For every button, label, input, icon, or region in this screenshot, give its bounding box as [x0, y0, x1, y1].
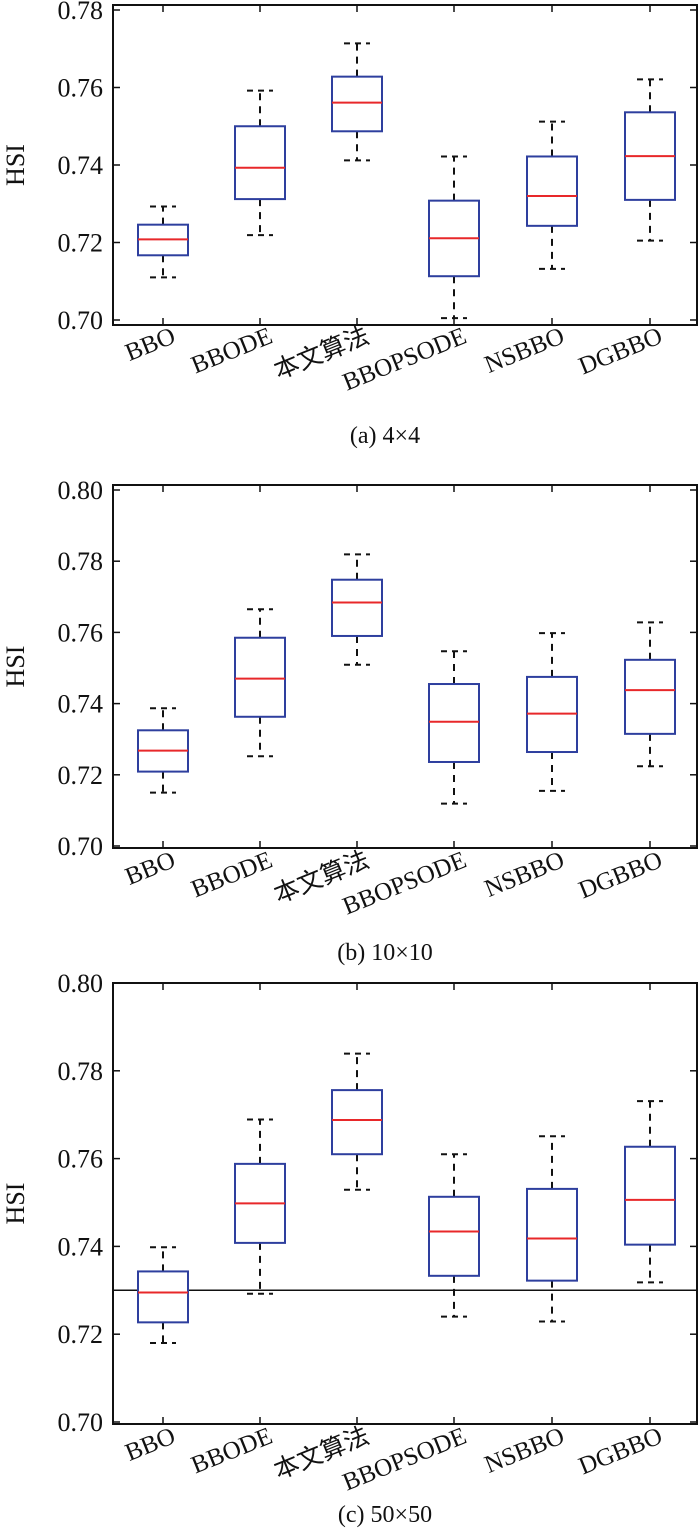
- plot-frame: [112, 484, 698, 849]
- box-2: [331, 42, 383, 162]
- box-5: [624, 621, 676, 768]
- box-0: [137, 205, 189, 279]
- panel-caption: (c) 50×50: [338, 1502, 432, 1528]
- box-iqr: [526, 155, 578, 227]
- box-0: [137, 707, 189, 794]
- y-tick-label: 0.78: [58, 0, 104, 25]
- box-iqr: [624, 658, 676, 735]
- box-4: [526, 632, 578, 792]
- y-tick-label: 0.78: [58, 1057, 104, 1086]
- y-tick-label: 0.72: [58, 761, 104, 790]
- box-iqr: [234, 125, 286, 201]
- box-4: [526, 1135, 578, 1323]
- y-tick-label: 0.80: [58, 476, 104, 505]
- box-3: [428, 1153, 480, 1318]
- plot-frame: [112, 982, 698, 1425]
- panel-caption: (a) 4×4: [350, 423, 420, 449]
- x-tick-label: BBO: [121, 847, 179, 891]
- y-tick-label: 0.74: [58, 690, 104, 719]
- box-iqr: [428, 1195, 480, 1277]
- x-tick-label: DGBBO: [575, 847, 666, 905]
- box-2: [331, 553, 383, 666]
- plot-frame: [112, 4, 698, 326]
- y-tick-label: 0.72: [58, 1320, 104, 1349]
- x-tick-label: BBODE: [188, 847, 277, 904]
- y-tick-label: 0.70: [58, 306, 104, 335]
- box-3: [428, 650, 480, 805]
- box-iqr: [526, 1187, 578, 1282]
- y-axis-label: HSI: [1, 646, 30, 688]
- box-iqr: [624, 1145, 676, 1246]
- x-tick-label: NSBBO: [481, 1423, 568, 1479]
- box-iqr: [331, 578, 383, 637]
- box-3: [428, 155, 480, 320]
- box-iqr: [331, 1089, 383, 1156]
- box-iqr: [137, 1270, 189, 1324]
- box-2: [331, 1052, 383, 1191]
- panel-caption: (b) 10×10: [337, 940, 433, 966]
- y-tick-label: 0.80: [58, 969, 104, 998]
- box-1: [234, 89, 286, 237]
- y-axis-label: HSI: [1, 144, 30, 186]
- box-5: [624, 78, 676, 242]
- y-tick-label: 0.74: [58, 151, 104, 180]
- box-4: [526, 120, 578, 270]
- y-tick-label: 0.70: [58, 832, 104, 861]
- box-1: [234, 1118, 286, 1295]
- x-tick-label: DGBBO: [575, 323, 666, 381]
- y-tick-label: 0.70: [58, 1408, 104, 1437]
- y-tick-label: 0.72: [58, 229, 104, 258]
- x-tick-label: BBO: [121, 323, 179, 367]
- x-tick-label: BBO: [121, 1423, 179, 1467]
- x-tick-label: NSBBO: [481, 323, 568, 379]
- y-tick-label: 0.76: [58, 74, 104, 103]
- y-tick-label: 0.76: [58, 1145, 104, 1174]
- box-iqr: [428, 683, 480, 763]
- box-iqr: [234, 636, 286, 718]
- y-tick-label: 0.76: [58, 618, 104, 647]
- y-axis-label: HSI: [1, 1183, 30, 1225]
- x-tick-label: NSBBO: [481, 847, 568, 903]
- x-tick-label: BBODE: [188, 323, 277, 380]
- y-tick-label: 0.78: [58, 547, 104, 576]
- x-tick-label: DGBBO: [575, 1423, 666, 1481]
- box-iqr: [331, 75, 383, 133]
- box-1: [234, 608, 286, 758]
- box-0: [137, 1246, 189, 1344]
- x-tick-label: BBODE: [188, 1423, 277, 1480]
- y-tick-label: 0.74: [58, 1232, 104, 1261]
- box-5: [624, 1100, 676, 1284]
